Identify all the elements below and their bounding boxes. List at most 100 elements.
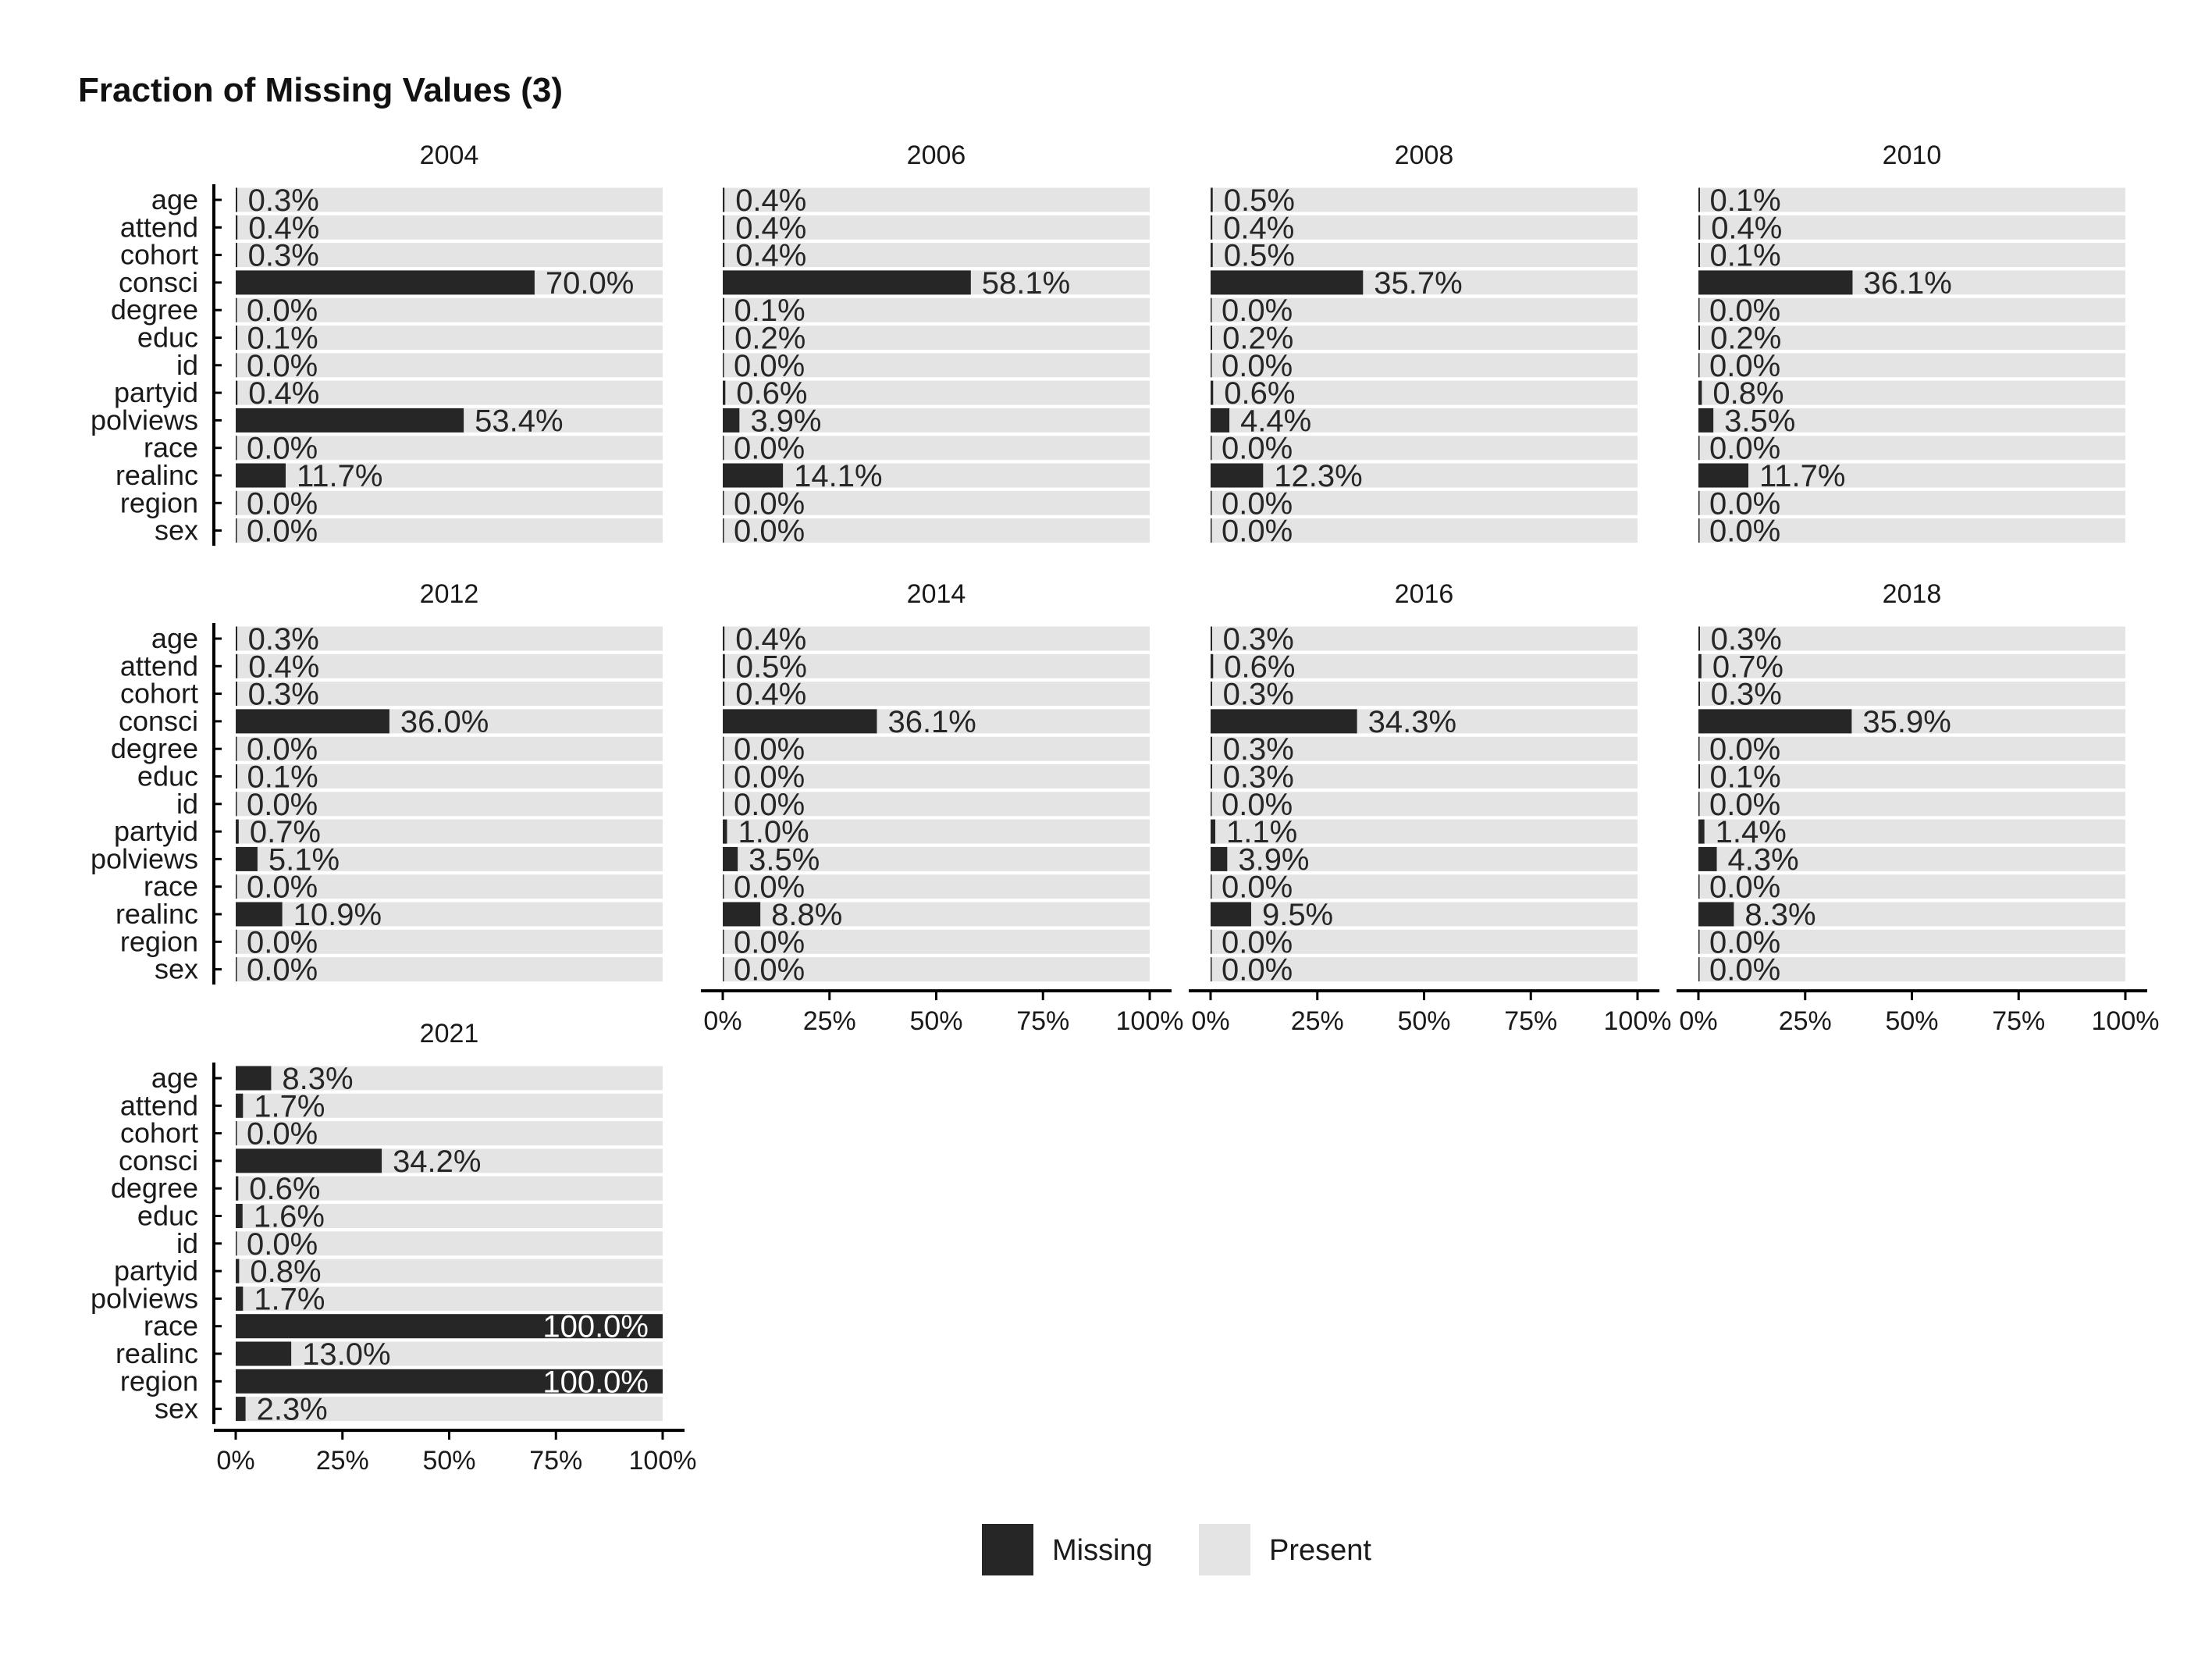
- missing-pct-label: 0.4%: [248, 376, 319, 411]
- missing-pct-label: 0.1%: [734, 294, 805, 328]
- missing-bar: [1211, 653, 1214, 678]
- facet-panel-2021: 2021 8.3% age 1.7% attend 0.0% cohort 34.2% cons…: [91, 1019, 697, 1476]
- missing-bar: [1211, 626, 1212, 651]
- present-bar: [1698, 764, 2125, 789]
- missing-bar: [723, 736, 724, 761]
- missing-pct-label: 3.5%: [749, 842, 820, 877]
- x-tick-label: 0%: [1191, 1006, 1229, 1036]
- missing-bar: [1211, 215, 1213, 240]
- present-bar: [1211, 846, 1638, 871]
- variable-label: partyid: [114, 1255, 198, 1287]
- legend-label: Missing: [1052, 1534, 1153, 1567]
- missing-bar: [723, 518, 724, 543]
- missing-pct-label: 35.7%: [1374, 266, 1462, 301]
- missing-pct-label: 36.1%: [887, 705, 976, 739]
- present-bar: [1698, 463, 2125, 488]
- missing-pct-label: 0.0%: [734, 432, 805, 466]
- present-bar: [723, 874, 1150, 899]
- present-bar: [1698, 518, 2125, 543]
- missing-bar: [1211, 709, 1357, 734]
- missing-pct-label: 0.8%: [250, 1255, 321, 1289]
- present-bar: [723, 490, 1150, 515]
- missing-bar: [236, 682, 237, 707]
- present-bar: [1211, 902, 1638, 927]
- missing-bar: [723, 463, 784, 488]
- missing-pct-label: 0.0%: [1222, 788, 1293, 822]
- present-bar: [236, 1066, 663, 1091]
- facet-panel-2018: 20180.3%0.7%0.3%35.9%0.0%0.1%0.0%1.4%4.3…: [1677, 579, 2159, 1036]
- variable-label: realinc: [116, 459, 198, 491]
- missing-bar: [236, 1341, 292, 1366]
- present-bar: [236, 736, 663, 761]
- missing-bar: [236, 1121, 237, 1146]
- present-bar: [1698, 215, 2125, 240]
- missing-pct-label: 0.0%: [247, 870, 318, 905]
- variable-label: consci: [119, 266, 198, 298]
- missing-bar: [723, 380, 726, 405]
- variable-label: attend: [120, 1089, 198, 1121]
- missing-bar: [723, 846, 738, 871]
- facet-panel-2006: 20060.4%0.4%0.4%58.1%0.1%0.2%0.0%0.6%3.9…: [723, 141, 1150, 549]
- present-bar: [1211, 682, 1638, 707]
- variable-label: region: [120, 1365, 198, 1397]
- missing-pct-label: 0.0%: [1222, 432, 1293, 466]
- variable-label: age: [151, 1062, 198, 1094]
- present-bar: [1211, 187, 1638, 212]
- missing-pct-label: 0.3%: [248, 239, 319, 273]
- present-bar: [1211, 353, 1638, 378]
- present-bar: [236, 436, 663, 461]
- missing-bar: [236, 518, 237, 543]
- missing-bar: [236, 380, 238, 405]
- variable-label: educ: [137, 760, 198, 792]
- missing-pct-label: 0.1%: [1710, 183, 1781, 218]
- missing-bar: [236, 626, 237, 651]
- x-tick-label: 25%: [803, 1006, 856, 1036]
- present-bar: [1211, 490, 1638, 515]
- missing-pct-label: 0.0%: [734, 349, 805, 383]
- x-tick-label: 0%: [216, 1446, 254, 1476]
- missing-pct-label: 36.1%: [1863, 266, 1951, 301]
- missing-pct-label: 0.1%: [247, 760, 318, 795]
- missing-pct-label: 0.0%: [1709, 349, 1780, 383]
- missing-pct-label: 0.3%: [248, 678, 319, 712]
- present-bar: [723, 792, 1150, 817]
- missing-bar: [723, 902, 761, 927]
- missing-pct-label: 100.0%: [542, 1365, 649, 1399]
- missing-pct-label: 1.0%: [738, 815, 809, 849]
- variable-label: realinc: [116, 1337, 198, 1369]
- missing-pct-label: 0.0%: [247, 294, 318, 328]
- missing-bar: [1698, 490, 1700, 515]
- present-bar: [723, 626, 1150, 651]
- present-bar: [723, 736, 1150, 761]
- missing-bar: [723, 297, 724, 322]
- missing-bar: [1698, 215, 1701, 240]
- missing-bar: [236, 326, 237, 350]
- facet-panel-2016: 20160.3%0.6%0.3%34.3%0.3%0.3%0.0%1.1%3.9…: [1189, 579, 1671, 1036]
- missing-bar: [236, 1286, 244, 1311]
- present-bar: [1698, 187, 2125, 212]
- variable-label: attend: [120, 211, 198, 243]
- missing-pct-label: 0.0%: [247, 514, 318, 549]
- panel-year-label: 2010: [1883, 141, 1942, 170]
- missing-pct-label: 0.4%: [735, 239, 806, 273]
- missing-pct-label: 0.4%: [735, 211, 806, 245]
- missing-bar: [1211, 380, 1214, 405]
- missing-bar: [236, 1397, 246, 1422]
- missing-bar: [1698, 243, 1700, 268]
- variable-label: region: [120, 486, 198, 518]
- present-bar: [1698, 929, 2125, 954]
- missing-pct-label: 0.0%: [1709, 294, 1780, 328]
- x-tick-label: 75%: [1504, 1006, 1557, 1036]
- legend-label: Present: [1269, 1534, 1371, 1567]
- missing-bar: [236, 902, 283, 927]
- missing-bar: [236, 353, 237, 378]
- x-tick-label: 25%: [1291, 1006, 1344, 1036]
- missing-bar: [236, 792, 237, 817]
- present-bar: [236, 243, 663, 268]
- present-bar: [1698, 243, 2125, 268]
- missing-bar: [236, 764, 237, 789]
- present-bar: [723, 380, 1150, 405]
- missing-bar: [1698, 270, 1853, 295]
- variable-label: consci: [119, 705, 198, 737]
- missing-pct-label: 8.8%: [771, 898, 842, 932]
